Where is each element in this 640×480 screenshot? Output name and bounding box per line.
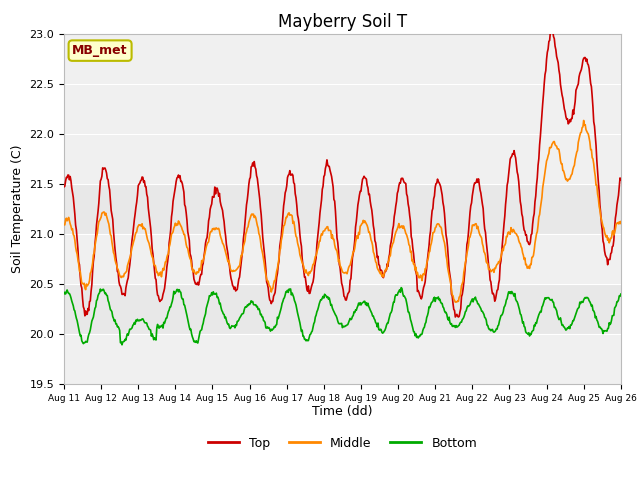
Y-axis label: Soil Temperature (C): Soil Temperature (C) xyxy=(11,144,24,273)
Legend: Top, Middle, Bottom: Top, Middle, Bottom xyxy=(203,432,482,455)
Bar xyxy=(64,29,621,184)
Text: MB_met: MB_met xyxy=(72,44,128,57)
Bar xyxy=(64,334,621,384)
X-axis label: Time (dd): Time (dd) xyxy=(312,406,372,419)
Bar xyxy=(64,234,621,284)
Title: Mayberry Soil T: Mayberry Soil T xyxy=(278,12,407,31)
